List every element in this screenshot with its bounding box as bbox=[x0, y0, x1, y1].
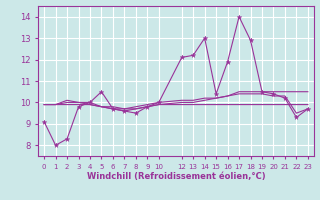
X-axis label: Windchill (Refroidissement éolien,°C): Windchill (Refroidissement éolien,°C) bbox=[87, 172, 265, 181]
